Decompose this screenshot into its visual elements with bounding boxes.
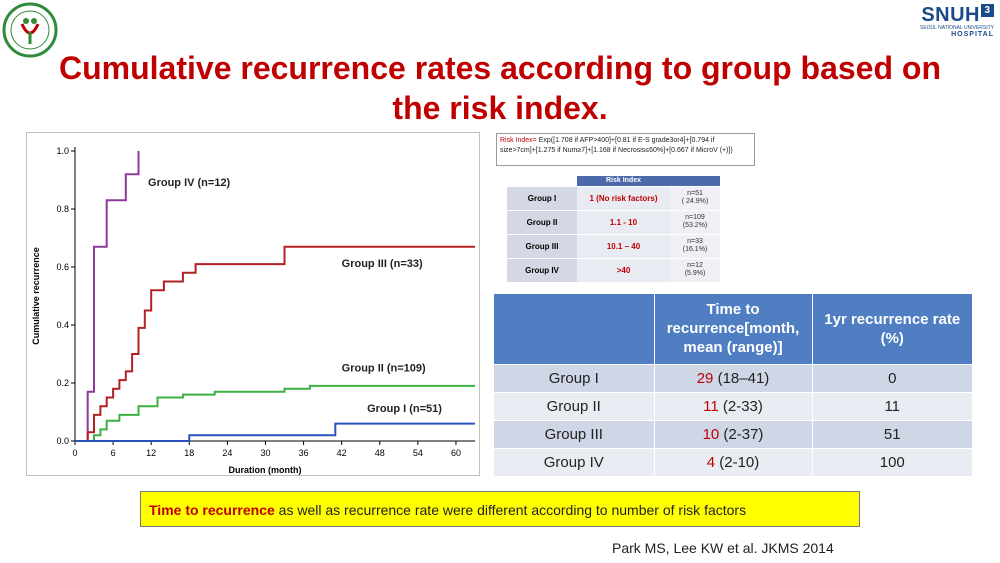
table-row: Group II 1.1 - 10 n=109 (53.2%) xyxy=(507,209,720,234)
citation: Park MS, Lee KW et al. JKMS 2014 xyxy=(612,540,834,556)
x-tick-label: 0 xyxy=(72,448,77,458)
x-tick-label: 6 xyxy=(111,448,116,458)
table-row: Group I 29 (18–41) 0 xyxy=(494,363,972,392)
table-row: Group II 11 (2-33) 11 xyxy=(494,391,972,420)
hospital-seal-logo xyxy=(2,2,58,58)
formula-text: Exp([1.708 if AFP>400]+[0.81 if E-S grad… xyxy=(500,137,733,154)
cumulative-recurrence-chart: 0.0 0.2 0.4 0.6 0.8 1.0 0 6 12 18 24 30 36 42 48 54 60 Du… xyxy=(31,146,475,475)
y-tick-label: 0.0 xyxy=(56,436,69,446)
table-row: Group III 10.1 – 40 n=33 (16.1%) xyxy=(507,233,720,258)
snuh-logo: SNUH 3 SEOUL NATIONAL UNIVERSITY HOSPITAL xyxy=(920,4,994,38)
series-line-3 xyxy=(75,384,475,442)
series-label-3: Group II (n=109) xyxy=(342,362,426,374)
risk-index-formula: Risk Index= Exp([1.708 if AFP>400]+[0.81… xyxy=(496,133,755,166)
x-tick-label: 48 xyxy=(375,448,385,458)
x-tick-label: 42 xyxy=(337,448,347,458)
note-text: as well as recurrence rate were differen… xyxy=(274,502,747,518)
table-row: Group I 1 (No risk factors) n=51( 24.9%) xyxy=(507,185,720,210)
summary-note: Time to recurrence as well as recurrence… xyxy=(140,491,860,527)
recurrence-rate-header: 1yr recurrence rate (%) xyxy=(812,294,972,364)
x-tick-label: 54 xyxy=(413,448,423,458)
y-tick-label: 1.0 xyxy=(56,146,69,156)
series-label-2: Group III (n=33) xyxy=(342,258,423,270)
x-tick-label: 30 xyxy=(260,448,270,458)
series-label-1: Group IV (n=12) xyxy=(148,177,231,189)
recurrence-summary-table: Time to recurrence[month, mean (range)] … xyxy=(494,294,972,476)
x-axis-label: Duration (month) xyxy=(229,465,302,475)
y-axis-label: Cumulative recurrence xyxy=(31,247,41,345)
note-highlight: Time to recurrence xyxy=(149,502,275,518)
x-tick-label: 12 xyxy=(146,448,156,458)
x-tick-label: 24 xyxy=(222,448,232,458)
slide-title: Cumulative recurrence rates according to… xyxy=(59,50,941,126)
km-chart-frame: 0.0 0.2 0.4 0.6 0.8 1.0 0 6 12 18 24 30 36 42 48 54 60 Du… xyxy=(26,132,480,476)
table-row: Group III 10 (2-37) 51 xyxy=(494,419,972,448)
formula-label: Risk Index= xyxy=(500,137,537,144)
table-row: Group IV >40 n=12 (5.9%) xyxy=(507,257,720,282)
y-tick-label: 0.2 xyxy=(56,378,69,388)
x-tick-label: 18 xyxy=(184,448,194,458)
y-tick-label: 0.4 xyxy=(56,320,69,330)
y-tick-label: 0.8 xyxy=(56,204,69,214)
series-label-4: Group I (n=51) xyxy=(367,403,442,415)
risk-index-table: Risk Index Group I 1 (No risk factors) n… xyxy=(507,176,720,282)
risk-index-header: Risk Index xyxy=(577,176,670,186)
table-row: Group IV 4 (2-10) 100 xyxy=(494,447,972,476)
time-to-recurrence-header: Time to recurrence[month, mean (range)] xyxy=(654,294,813,364)
series-line-1 xyxy=(75,151,140,442)
series-line-2 xyxy=(75,245,475,442)
y-tick-label: 0.6 xyxy=(56,262,69,272)
series-line-4 xyxy=(75,422,475,442)
x-tick-label: 36 xyxy=(299,448,309,458)
x-tick-label: 60 xyxy=(451,448,461,458)
